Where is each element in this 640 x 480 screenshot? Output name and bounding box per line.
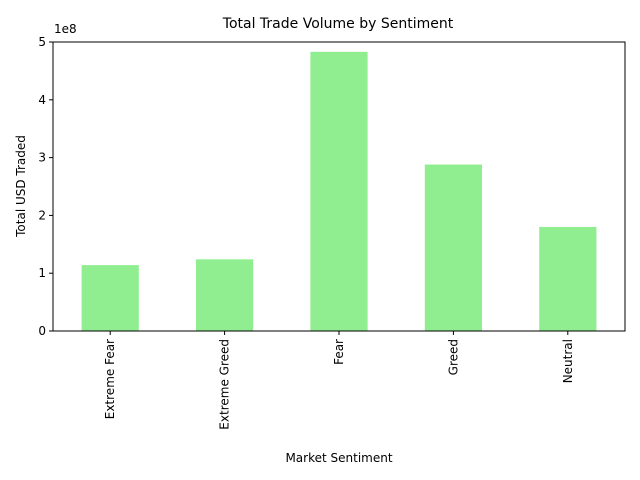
y-tick-label: 1 [38, 266, 46, 280]
bar-fear [310, 51, 368, 332]
chart-title: Total Trade Volume by Sentiment [222, 16, 454, 32]
y-tick-label: 0 [38, 324, 46, 338]
x-tick-label: Fear [332, 339, 346, 365]
bar-extreme-greed [196, 259, 254, 331]
x-ticks-group: Extreme Fear Extreme Greed Fear Greed Neutra… [103, 331, 575, 430]
x-axis-label: Market Sentiment [285, 451, 392, 465]
y-axis-label: Total USD Traded [14, 135, 28, 238]
bar-greed [424, 164, 482, 331]
x-tick-label: Extreme Greed [218, 339, 232, 430]
y-tick-label: 2 [38, 208, 46, 222]
y-offset-label: 1e8 [54, 22, 77, 36]
y-ticks-group: 0 1 2 3 4 5 [38, 35, 53, 338]
plot-frame [52, 41, 626, 332]
bar-extreme-fear [81, 265, 139, 331]
x-tick-label: Greed [446, 339, 460, 375]
bar-neutral [539, 226, 597, 331]
y-tick-label: 3 [38, 151, 46, 165]
y-tick-label: 4 [38, 93, 46, 107]
y-tick-label: 5 [38, 35, 46, 49]
bars-group [81, 51, 597, 332]
x-tick-label: Extreme Fear [103, 339, 117, 419]
x-tick-label: Neutral [561, 339, 575, 383]
